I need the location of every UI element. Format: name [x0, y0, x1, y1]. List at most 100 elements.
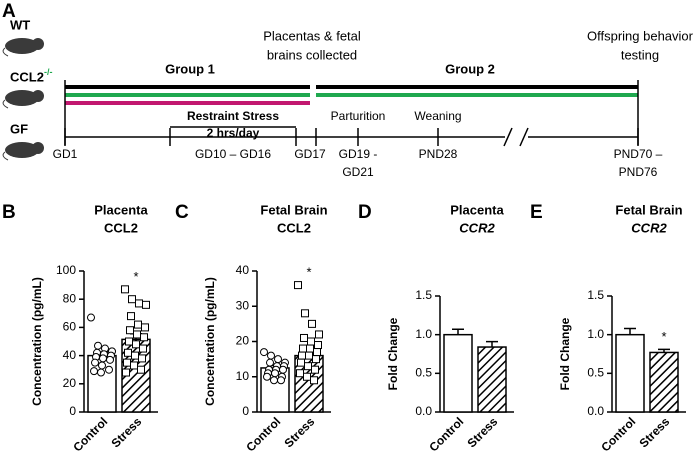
chart-title: Fetal Brain [615, 202, 682, 217]
data-point [299, 344, 307, 353]
annotation: * [306, 265, 311, 280]
y-tick-label: 80 [63, 291, 77, 305]
bar [443, 333, 473, 413]
data-point [263, 372, 271, 381]
data-point [277, 376, 285, 385]
data-point [297, 358, 305, 367]
data-point [140, 333, 148, 342]
y-axis-label: Fold Change [558, 317, 572, 390]
bar [649, 351, 679, 413]
y-tick-label: 0.5 [587, 366, 604, 380]
testing-label: testing [621, 47, 659, 62]
x-tick-label: Stress [465, 414, 501, 450]
y-tick-label: 40 [63, 348, 77, 362]
strain-label: CCL2-/- [10, 67, 52, 84]
tick-label: GD21 [342, 165, 374, 179]
data-point [130, 361, 138, 370]
collected-label: brains collected [267, 47, 357, 62]
error-bar [486, 340, 498, 348]
data-point [127, 312, 135, 321]
y-tick-label: 0 [242, 404, 249, 418]
tick-label: PND70 – [614, 147, 663, 161]
data-point [135, 299, 143, 308]
strain-label: WT [10, 17, 30, 32]
data-point [311, 365, 319, 374]
data-point [296, 369, 304, 378]
data-point [301, 309, 309, 318]
chart-subtitle: CCR2 [631, 220, 667, 235]
data-point [303, 372, 311, 381]
data-point [94, 341, 102, 350]
collected-label: Placentas & fetal [263, 28, 361, 43]
y-tick-label: 60 [63, 320, 77, 334]
data-point [105, 365, 113, 374]
y-tick-label: 30 [236, 298, 250, 312]
data-point [270, 376, 278, 385]
y-tick-label: 1.5 [587, 288, 604, 302]
data-point [266, 358, 274, 367]
data-point [128, 295, 136, 304]
data-point [313, 348, 321, 357]
tick-label: GD10 – GD16 [195, 147, 271, 161]
data-point [305, 351, 313, 360]
y-tick-label: 1.5 [415, 288, 432, 302]
x-tick-label: Control [598, 414, 638, 454]
panel-letter: C [175, 202, 189, 223]
error-bar [624, 327, 636, 335]
stress-label: Restraint Stress [187, 109, 279, 123]
y-tick-label: 20 [63, 376, 77, 390]
stress-label: 2 hrs/day [207, 126, 260, 140]
data-point [123, 358, 131, 367]
data-point [124, 348, 132, 357]
y-tick-label: 0.0 [415, 404, 432, 418]
tick-label: GD17 [294, 147, 326, 161]
data-point [91, 358, 99, 367]
data-point [122, 368, 130, 377]
tick-label: GD1 [53, 147, 78, 161]
event-label: Parturition [331, 109, 386, 123]
data-point [134, 320, 142, 329]
data-point [99, 354, 107, 363]
data-point [106, 355, 114, 364]
bar [615, 333, 645, 413]
x-tick-label: Stress [109, 414, 145, 450]
y-axis-label: Concentration (pg/mL) [203, 277, 217, 406]
chart-subtitle: CCL2 [277, 220, 311, 235]
data-point [314, 341, 322, 350]
panel-letter: A [2, 1, 16, 22]
y-tick-label: 1.0 [587, 327, 604, 341]
data-point [138, 354, 146, 363]
tick-label: PND28 [419, 147, 458, 161]
error-bar [658, 348, 670, 353]
y-tick-label: 0 [69, 404, 76, 418]
data-point [142, 300, 150, 309]
bar [477, 346, 507, 413]
chart-title: Placenta [94, 202, 148, 217]
data-point [131, 351, 139, 360]
y-tick-label: 10 [236, 369, 250, 383]
tick-label: GD19 - [339, 147, 378, 161]
tick-label: PND76 [619, 165, 658, 179]
data-point [315, 330, 323, 339]
y-axis-label: Fold Change [386, 317, 400, 390]
line [503, 127, 513, 147]
line [519, 127, 529, 147]
data-point [97, 368, 105, 377]
data-point [298, 351, 306, 360]
data-point [300, 333, 308, 342]
data-point [260, 348, 268, 357]
data-point [294, 281, 302, 290]
data-point [267, 351, 275, 360]
data-point [132, 340, 140, 349]
chart-subtitle: CCR2 [459, 220, 495, 235]
y-tick-label: 1.0 [415, 327, 432, 341]
data-point [121, 285, 129, 294]
x-tick-label: Control [426, 414, 466, 454]
data-point [308, 319, 316, 328]
data-point [90, 367, 98, 376]
x-tick-label: Control [70, 414, 110, 454]
data-point [306, 344, 314, 353]
data-point [279, 365, 287, 374]
annotation: * [133, 269, 138, 284]
data-point [141, 323, 149, 332]
